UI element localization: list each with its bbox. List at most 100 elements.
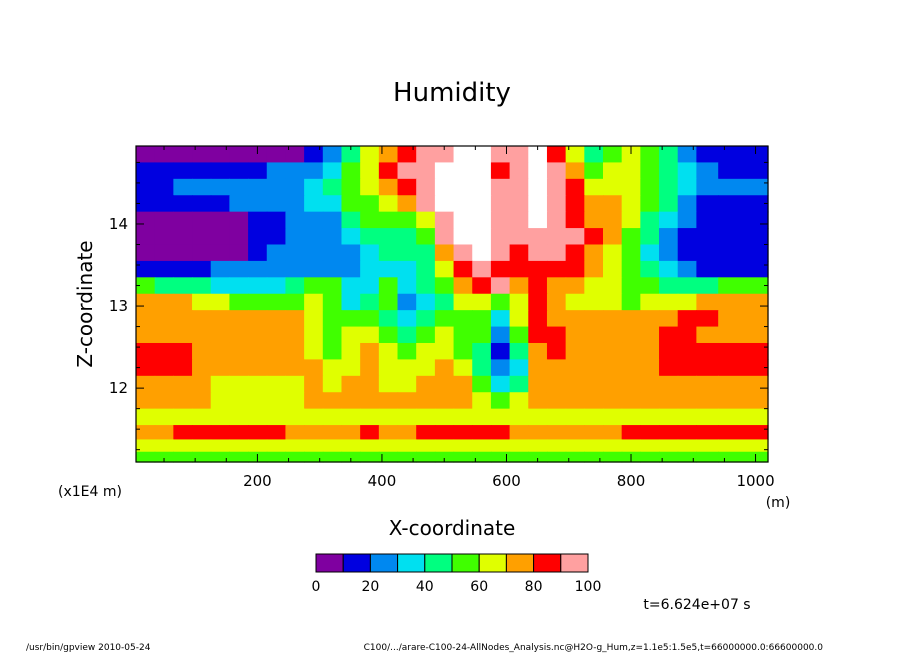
heatmap-cell bbox=[434, 146, 455, 164]
heatmap-cell bbox=[136, 451, 156, 463]
heatmap-cell bbox=[341, 451, 361, 463]
heatmap-cell bbox=[210, 244, 230, 262]
heatmap-cell bbox=[192, 260, 212, 278]
heatmap-cell bbox=[677, 375, 697, 393]
heatmap-cell bbox=[584, 425, 604, 441]
heatmap-cell bbox=[546, 425, 567, 441]
heatmap-cell bbox=[173, 439, 193, 453]
heatmap-cell bbox=[416, 178, 436, 196]
y-axis-label: Z-coordinate bbox=[73, 240, 97, 367]
heatmap-cell bbox=[136, 310, 156, 328]
heatmap-cell bbox=[154, 260, 174, 278]
heatmap-cell bbox=[434, 375, 455, 393]
heatmap-cell bbox=[659, 439, 679, 453]
heatmap-cell bbox=[509, 425, 529, 441]
heatmap-cell bbox=[453, 408, 473, 426]
heatmap-cell bbox=[677, 439, 697, 453]
heatmap-cell bbox=[173, 408, 193, 426]
heatmap-cell bbox=[565, 146, 585, 164]
heatmap-cell bbox=[434, 326, 455, 344]
heatmap-cell bbox=[453, 244, 473, 262]
heatmap-cell bbox=[453, 342, 473, 361]
heatmap-cell bbox=[266, 244, 287, 262]
y-axis-unit: (x1E4 m) bbox=[58, 484, 122, 500]
heatmap-cell bbox=[528, 228, 548, 246]
heatmap-cell bbox=[621, 277, 641, 295]
heatmap-cell bbox=[397, 277, 417, 295]
heatmap-cell bbox=[378, 146, 399, 164]
heatmap-cell bbox=[490, 293, 511, 311]
heatmap-cell bbox=[266, 375, 287, 393]
heatmap-cell bbox=[696, 392, 719, 410]
colorbar-swatch bbox=[397, 553, 426, 573]
heatmap-cell bbox=[546, 162, 567, 180]
heatmap-cell bbox=[154, 326, 174, 344]
heatmap-cell bbox=[173, 277, 193, 295]
heatmap-cell bbox=[621, 146, 641, 164]
heatmap-cell bbox=[659, 228, 679, 246]
heatmap-cell bbox=[640, 451, 660, 463]
y-tick-label: 13 bbox=[109, 297, 128, 315]
heatmap-cell bbox=[434, 439, 455, 453]
heatmap-cell bbox=[546, 146, 567, 164]
heatmap-cell bbox=[285, 392, 305, 410]
heatmap-cell bbox=[378, 408, 399, 426]
heatmap-cell bbox=[584, 392, 604, 410]
heatmap-cell bbox=[584, 408, 604, 426]
heatmap-cell bbox=[509, 375, 529, 393]
heatmap-cell bbox=[416, 451, 436, 463]
heatmap-cell bbox=[248, 260, 268, 278]
heatmap-cell bbox=[565, 375, 585, 393]
heatmap-cell bbox=[528, 439, 548, 453]
heatmap-cell bbox=[210, 178, 230, 196]
colorbar-swatch bbox=[342, 553, 371, 573]
heatmap-cell bbox=[659, 146, 679, 164]
heatmap-cell bbox=[453, 375, 473, 393]
heatmap-cell bbox=[210, 260, 230, 278]
heatmap-cell bbox=[248, 342, 268, 361]
heatmap-cell bbox=[509, 392, 529, 410]
heatmap-cell bbox=[416, 310, 436, 328]
heatmap-cell bbox=[173, 425, 193, 441]
heatmap-cell bbox=[472, 260, 492, 278]
heatmap-cell bbox=[154, 451, 174, 463]
heatmap-cell bbox=[154, 228, 174, 246]
heatmap-cell bbox=[136, 359, 156, 377]
heatmap-cell bbox=[360, 162, 380, 180]
colorbar-swatch bbox=[478, 553, 507, 573]
heatmap-cell bbox=[584, 211, 604, 229]
heatmap-cell bbox=[584, 244, 604, 262]
heatmap-cell bbox=[136, 178, 156, 196]
heatmap-cell bbox=[210, 342, 230, 361]
heatmap-cell bbox=[248, 392, 268, 410]
heatmap-cell bbox=[490, 195, 511, 213]
heatmap-cell bbox=[565, 326, 585, 344]
heatmap-cell bbox=[266, 392, 287, 410]
heatmap-cell bbox=[304, 244, 324, 262]
heatmap-cell bbox=[718, 326, 769, 344]
heatmap-cell bbox=[677, 178, 697, 196]
heatmap-cell bbox=[677, 342, 697, 361]
heatmap-cell bbox=[718, 162, 769, 180]
heatmap-cell bbox=[696, 359, 719, 377]
heatmap-cell bbox=[192, 146, 212, 164]
heatmap-cell bbox=[640, 277, 660, 295]
colorbar-label: 40 bbox=[416, 579, 434, 595]
heatmap-cell bbox=[565, 228, 585, 246]
heatmap-cell bbox=[603, 195, 623, 213]
heatmap-cell bbox=[397, 342, 417, 361]
heatmap-cell bbox=[659, 277, 679, 295]
heatmap-cell bbox=[603, 277, 623, 295]
heatmap-cell bbox=[696, 326, 719, 344]
heatmap-cell bbox=[378, 326, 399, 344]
heatmap-cell bbox=[546, 277, 567, 295]
x-tick-label: 1000 bbox=[736, 472, 774, 490]
heatmap-cell bbox=[154, 408, 174, 426]
heatmap-cell bbox=[229, 359, 249, 377]
heatmap-cell bbox=[472, 244, 492, 262]
heatmap-cell bbox=[248, 408, 268, 426]
colorbar-swatch bbox=[560, 553, 589, 573]
heatmap-cell bbox=[136, 375, 156, 393]
heatmap-cell bbox=[546, 375, 567, 393]
heatmap-cell bbox=[154, 277, 174, 295]
